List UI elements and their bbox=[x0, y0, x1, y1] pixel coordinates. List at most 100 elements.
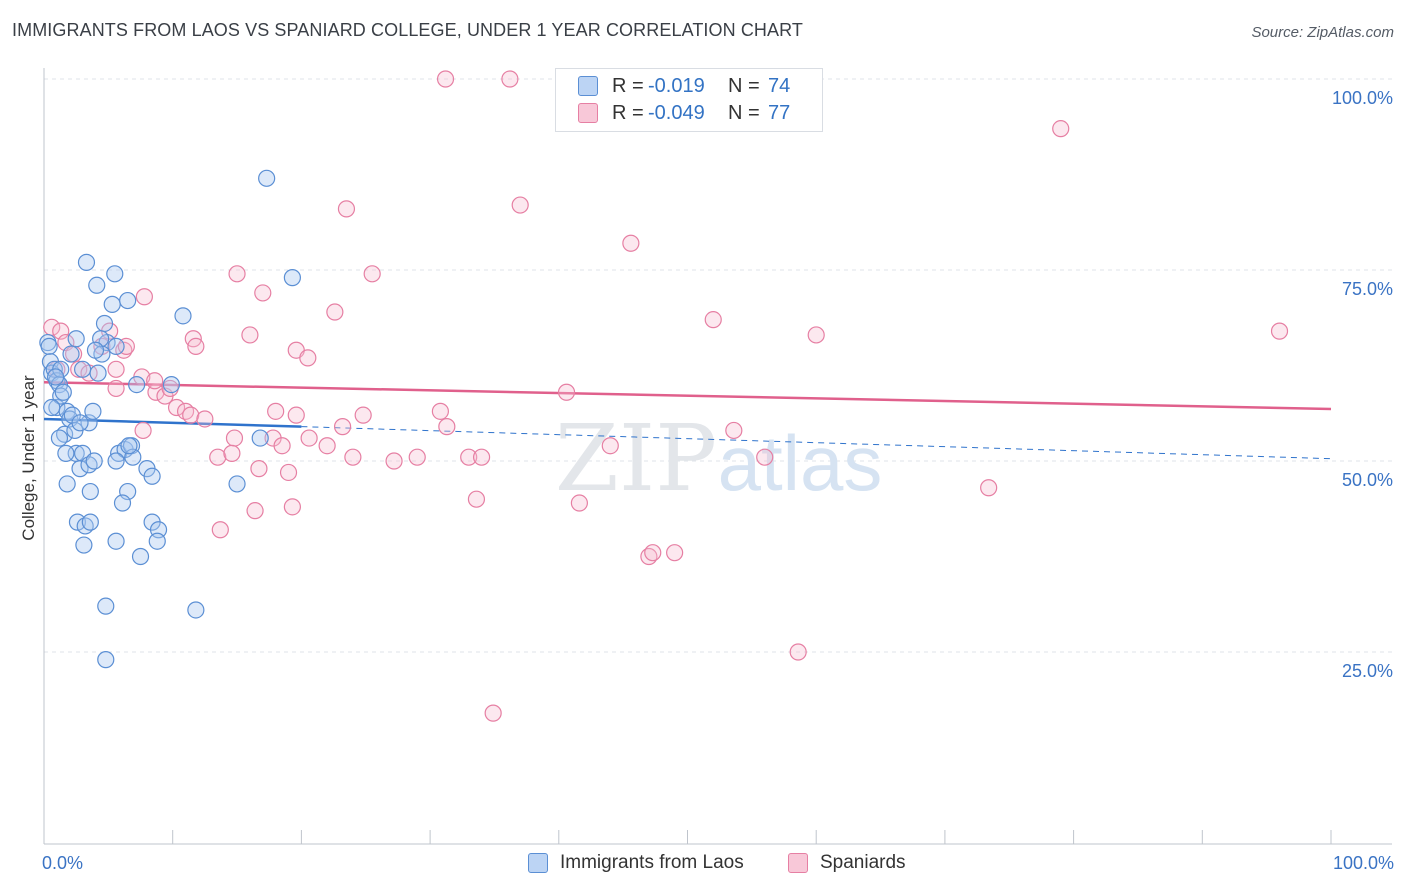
data-point-spaniards bbox=[267, 402, 285, 420]
data-point-spaniards bbox=[467, 490, 486, 508]
data-point-spaniards bbox=[725, 421, 743, 440]
data-point-spaniards bbox=[70, 360, 88, 378]
data-point-spaniards bbox=[211, 521, 229, 539]
y-tick-label: 50.0% bbox=[1342, 470, 1393, 490]
data-point-spaniards bbox=[182, 406, 200, 424]
data-point-spaniards bbox=[228, 265, 246, 283]
data-point-spaniards bbox=[318, 437, 336, 455]
data-point-spaniards bbox=[300, 429, 318, 447]
data-point-spaniards bbox=[250, 460, 268, 478]
data-point-laos bbox=[119, 291, 137, 310]
grid-lines bbox=[44, 78, 1392, 653]
data-point-laos bbox=[77, 253, 96, 271]
data-point-laos bbox=[143, 467, 161, 485]
data-point-spaniards bbox=[344, 448, 362, 466]
y-axis-label: College, Under 1 year bbox=[19, 375, 38, 541]
data-point-laos bbox=[97, 597, 115, 615]
data-point-spaniards bbox=[209, 448, 227, 466]
data-point-laos bbox=[128, 376, 146, 394]
data-point-laos bbox=[86, 341, 105, 359]
data-point-laos bbox=[162, 376, 181, 394]
data-point-spaniards bbox=[807, 326, 825, 344]
data-point-spaniards bbox=[622, 234, 640, 252]
series-spaniards bbox=[43, 70, 1289, 722]
data-point-spaniards bbox=[1052, 120, 1070, 138]
data-point-spaniards bbox=[107, 379, 125, 398]
data-point-laos bbox=[71, 460, 89, 478]
data-point-laos bbox=[67, 330, 85, 348]
correlation-legend: R = -0.019 N = 74 R = -0.049 N = 77 bbox=[555, 68, 823, 132]
data-point-laos bbox=[68, 513, 87, 531]
x-tick-label: 0.0% bbox=[42, 853, 83, 873]
legend-item-laos[interactable]: Immigrants from Laos bbox=[528, 852, 744, 874]
y-tick-label: 100.0% bbox=[1332, 88, 1393, 108]
data-point-laos bbox=[74, 360, 92, 378]
data-point-spaniards bbox=[223, 444, 241, 462]
legend-row-pink: R = -0.049 N = 77 bbox=[578, 100, 790, 126]
data-point-spaniards bbox=[666, 544, 684, 562]
data-point-laos bbox=[40, 337, 58, 355]
data-point-spaniards bbox=[501, 70, 519, 88]
data-point-spaniards bbox=[484, 704, 502, 722]
data-point-spaniards bbox=[225, 429, 244, 447]
data-point-spaniards bbox=[241, 326, 259, 344]
trend-line-spaniards bbox=[43, 381, 1332, 411]
trend-line-laos bbox=[43, 417, 302, 428]
data-point-spaniards bbox=[704, 311, 722, 329]
data-point-spaniards bbox=[333, 418, 352, 436]
data-point-laos bbox=[131, 547, 150, 566]
data-point-spaniards bbox=[326, 303, 344, 321]
data-point-spaniards bbox=[789, 643, 807, 661]
data-point-laos bbox=[84, 402, 102, 420]
data-point-spaniards bbox=[337, 200, 356, 218]
data-point-spaniards bbox=[408, 448, 426, 466]
legend-n-label: N = bbox=[728, 101, 760, 124]
data-point-laos bbox=[50, 429, 69, 447]
trend-lines bbox=[43, 381, 1332, 460]
legend-n-label: N = bbox=[728, 74, 760, 97]
data-point-laos bbox=[54, 383, 72, 401]
data-point-spaniards bbox=[436, 70, 455, 88]
data-point-laos bbox=[89, 364, 107, 382]
data-point-laos bbox=[95, 314, 114, 333]
data-point-spaniards bbox=[363, 265, 381, 283]
chart-title: IMMIGRANTS FROM LAOS VS SPANIARD COLLEGE… bbox=[12, 20, 804, 40]
data-point-spaniards bbox=[472, 448, 491, 466]
legend-swatch-blue bbox=[578, 76, 598, 96]
series-immigrants-from-laos bbox=[39, 169, 301, 669]
data-point-spaniards bbox=[135, 288, 153, 306]
series-legend: Immigrants from Laos Spaniards bbox=[0, 852, 1406, 878]
data-point-laos bbox=[88, 276, 106, 294]
axes bbox=[43, 68, 1392, 845]
data-point-laos bbox=[57, 444, 75, 462]
data-point-laos bbox=[174, 307, 192, 325]
data-point-spaniards bbox=[438, 418, 456, 436]
data-point-spaniards bbox=[570, 494, 588, 512]
data-point-spaniards bbox=[1270, 322, 1289, 340]
data-point-laos bbox=[71, 414, 89, 432]
y-tick-label: 25.0% bbox=[1342, 661, 1393, 681]
data-point-laos bbox=[251, 429, 269, 447]
data-point-laos bbox=[75, 536, 93, 554]
data-point-spaniards bbox=[134, 421, 152, 440]
data-point-laos bbox=[107, 532, 125, 550]
data-point-laos bbox=[81, 482, 99, 501]
data-point-laos bbox=[106, 265, 124, 283]
data-point-laos bbox=[107, 337, 125, 355]
x-tick-label: 100.0% bbox=[1333, 853, 1394, 873]
legend-item-spaniards[interactable]: Spaniards bbox=[788, 852, 906, 874]
legend-r-value: -0.019 bbox=[648, 74, 705, 97]
data-point-spaniards bbox=[273, 437, 291, 455]
data-point-laos bbox=[228, 475, 246, 493]
data-point-spaniards bbox=[431, 402, 449, 420]
data-point-laos bbox=[148, 532, 166, 550]
legend-label-laos: Immigrants from Laos bbox=[560, 852, 744, 873]
legend-row-blue: R = -0.019 N = 74 bbox=[578, 73, 790, 99]
data-point-spaniards bbox=[287, 406, 305, 424]
legend-r-label: R = bbox=[612, 74, 644, 97]
data-point-spaniards bbox=[354, 406, 372, 424]
legend-swatch-pink bbox=[578, 103, 598, 123]
data-point-spaniards bbox=[299, 349, 317, 367]
legend-n-value: 74 bbox=[768, 74, 791, 97]
